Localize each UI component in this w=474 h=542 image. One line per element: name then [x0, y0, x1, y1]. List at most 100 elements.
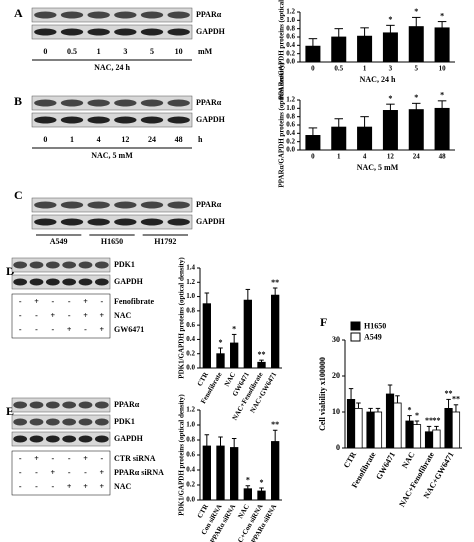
- bar: [202, 445, 211, 501]
- blot-band: [60, 201, 84, 209]
- x-tick-label: 24: [413, 153, 421, 161]
- x-tick-label: 0.5: [334, 65, 343, 73]
- blot-band: [45, 418, 60, 426]
- blot-band: [114, 99, 137, 107]
- y-tick-label: 30: [332, 335, 340, 344]
- blot-band: [60, 116, 84, 124]
- blot-row-label: PPARα: [114, 400, 140, 409]
- blot-band: [34, 28, 57, 36]
- y-tick-label: 0.0: [186, 364, 195, 372]
- significance: *: [415, 411, 419, 420]
- y-tick-label: 0.0: [286, 146, 295, 154]
- legend-label: A549: [364, 332, 382, 341]
- y-tick-label: 0.4: [286, 129, 295, 137]
- lane-label: 12: [121, 135, 129, 144]
- treatment-box: [11, 293, 111, 339]
- blot-band: [62, 278, 77, 286]
- bar: [354, 407, 363, 449]
- lane-label: 3: [123, 47, 127, 56]
- blot-band: [167, 28, 190, 36]
- lane-unit: mM: [198, 47, 213, 56]
- treatment-sign: +: [100, 468, 105, 477]
- significance: *: [408, 405, 412, 414]
- y-tick-label: 0.8: [186, 306, 195, 314]
- treatment-sign: -: [84, 325, 87, 334]
- legend-swatch: [350, 321, 361, 331]
- blot-row-label: PPARα: [196, 10, 222, 19]
- bar: [243, 299, 252, 369]
- blot-band: [140, 116, 164, 124]
- blot-band: [167, 201, 190, 209]
- blot-band: [45, 261, 60, 269]
- blot-band: [60, 11, 84, 19]
- blot-band: [140, 218, 164, 226]
- significance: *: [440, 11, 444, 20]
- blot-row-label: PDK1: [114, 417, 135, 426]
- bar: [434, 27, 450, 63]
- lane-label: 0: [43, 135, 47, 144]
- treatment-label: GW6471: [114, 325, 144, 334]
- blot-caption: NAC, 24 h: [94, 63, 130, 72]
- bar: [216, 445, 225, 501]
- y-tick-label: 1.0: [286, 104, 295, 112]
- lane-label: 0: [43, 47, 47, 56]
- blot-band: [167, 99, 190, 107]
- treatment-sign: -: [84, 468, 87, 477]
- y-tick-label: 0.8: [286, 24, 295, 32]
- y-tick-label: 0.0: [186, 496, 195, 504]
- blot-band: [114, 218, 137, 226]
- x-tick-label: GW6471: [374, 450, 397, 481]
- treatment-sign: +: [83, 482, 88, 491]
- bar: [408, 109, 424, 151]
- bar: [382, 110, 398, 151]
- treatment-sign: +: [83, 297, 88, 306]
- blot-band: [167, 11, 190, 19]
- treatment-sign: -: [68, 297, 71, 306]
- treatment-sign: -: [35, 311, 38, 320]
- blot-band: [114, 11, 137, 19]
- treatment-sign: +: [100, 325, 105, 334]
- bar: [243, 488, 252, 501]
- blot-band: [34, 116, 57, 124]
- blot-band: [45, 401, 60, 409]
- blot-band: [94, 261, 109, 269]
- blot-band: [167, 116, 190, 124]
- bar: [382, 32, 398, 63]
- y-axis-label: PPARα/GAPDH proteins (optical density): [278, 0, 286, 100]
- y-axis-label: PPARα/GAPDH proteins (optical density): [278, 62, 286, 188]
- x-tick-label: CTR: [342, 450, 358, 469]
- treatment-sign: +: [67, 482, 72, 491]
- treatment-label: Fenofibrate: [114, 297, 154, 306]
- treatment-sign: +: [83, 311, 88, 320]
- x-tick-label: 5: [415, 65, 419, 73]
- treatment-sign: -: [35, 325, 38, 334]
- y-tick-label: 1.0: [286, 16, 295, 24]
- y-tick-label: 1.0: [186, 421, 195, 429]
- significance: **: [271, 420, 279, 429]
- bar: [366, 411, 375, 449]
- legend-swatch: [350, 332, 361, 342]
- y-tick-label: 1.4: [186, 264, 195, 272]
- treatment-sign: -: [19, 454, 22, 463]
- x-tick-label: 3: [389, 65, 393, 73]
- blot-caption: NAC, 5 mM: [91, 151, 133, 160]
- lane-unit: h: [198, 135, 203, 144]
- panel-letter: F: [320, 315, 327, 329]
- x-tick-label: 1: [337, 153, 341, 161]
- x-axis-label: NAC, 5 mM: [357, 163, 399, 172]
- treatment-sign: -: [100, 454, 103, 463]
- x-tick-label: NAC: [400, 450, 417, 470]
- x-tick-label: 1: [363, 65, 367, 73]
- bar: [357, 35, 373, 63]
- lane-label: 10: [175, 47, 183, 56]
- treatment-sign: +: [67, 325, 72, 334]
- blot-row-label: GAPDH: [196, 115, 226, 124]
- blot-band: [78, 261, 93, 269]
- bar: [444, 407, 453, 449]
- treatment-sign: -: [35, 468, 38, 477]
- panel-letter: C: [14, 188, 23, 202]
- blot-row-label: GAPDH: [196, 27, 226, 36]
- x-tick-label: 0: [311, 65, 315, 73]
- y-tick-label: 0.4: [186, 466, 195, 474]
- treatment-sign: -: [51, 297, 54, 306]
